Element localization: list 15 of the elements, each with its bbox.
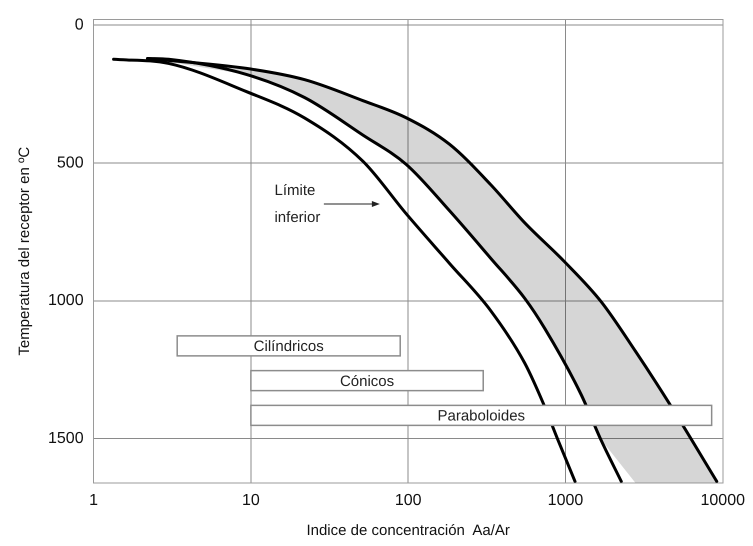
x-tick-label: 10 <box>242 492 260 509</box>
x-tick-label: 1000 <box>548 492 584 509</box>
x-axis-title: Indice de concentración Aa/Ar <box>306 522 510 540</box>
x-tick-label: 1 <box>89 492 98 509</box>
x-tick-label: 10000 <box>700 492 746 509</box>
band-label: Cónicos <box>340 372 394 390</box>
y-tick-label: 1000 <box>48 292 84 310</box>
band-label: Cilíndricos <box>254 338 324 356</box>
band-label: Paraboloides <box>437 408 526 425</box>
y-tick-label: 0 <box>74 16 84 34</box>
y-tick-label: 1500 <box>48 430 84 448</box>
y-tick-label: 500 <box>56 154 84 172</box>
y-axis-title: Temperatura del receptor en ºC <box>16 146 34 356</box>
x-tick-label: 100 <box>394 492 422 509</box>
annotation: Límite inferior <box>274 182 320 226</box>
